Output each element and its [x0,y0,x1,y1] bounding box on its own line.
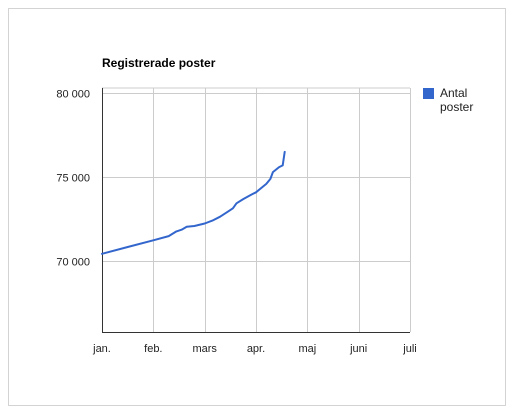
chart-title: Registrerade poster [102,56,216,70]
y-tick-label: 75 000 [56,173,90,185]
x-tick-label: feb. [144,343,162,355]
grid-lines [102,87,411,332]
x-tick-label: jan. [92,343,111,355]
x-tick-label: juli [402,343,416,355]
axes [102,88,410,333]
x-tick-label: juni [349,343,367,355]
tick-labels: jan. feb. mars apr. maj juni juli 70 000 75 000 8… [56,89,416,356]
series-lines [101,150,286,255]
series-line [101,150,286,255]
legend-label: Antal poster [440,86,473,114]
legend-swatch [423,88,434,99]
legend: Antal poster [423,86,473,114]
x-tick-label: apr. [247,343,265,355]
x-tick-label: maj [298,343,316,355]
y-tick-label: 80 000 [56,89,90,101]
y-tick-label: 70 000 [56,257,90,269]
x-tick-label: mars [192,343,217,355]
